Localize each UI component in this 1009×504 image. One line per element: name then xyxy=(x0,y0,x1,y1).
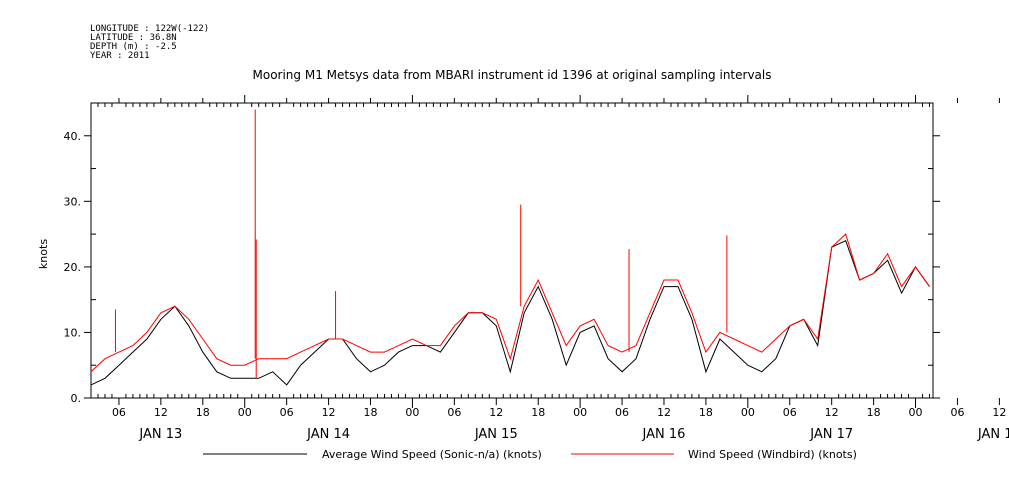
x-tick-label: 00 xyxy=(909,406,923,419)
x-tick-label: 06 xyxy=(615,406,629,419)
x-tick-label: 12 xyxy=(322,406,336,419)
meta-longitude: LONGITUDE : 122W(-122) xyxy=(90,24,209,34)
y-tick-label: 20. xyxy=(64,261,82,274)
x-tick-label: 00 xyxy=(573,406,587,419)
x-tick-label: 06 xyxy=(280,406,294,419)
x-tick-label: 12 xyxy=(825,406,839,419)
x-day-label: JAN 17 xyxy=(809,427,853,442)
series-average-wind-line xyxy=(90,240,930,386)
x-day-label: JAN 13 xyxy=(138,427,182,442)
x-tick-label: 00 xyxy=(741,406,755,419)
meta-latitude: LATITUDE : 36.8N xyxy=(90,33,177,43)
legend-label-windbird: Wind Speed (Windbird) (knots) xyxy=(688,448,857,461)
series-windbird-line xyxy=(90,233,930,373)
plot-frame xyxy=(90,102,934,399)
x-day-label: JAN 16 xyxy=(642,427,686,442)
plot-axes: 06 12 18 00 06 12 18 00 06 12 18 00 06 12 18 00 06 12 18 00… xyxy=(64,95,1009,442)
x-tick-label: 12 xyxy=(154,406,168,419)
y-tick-label: 0. xyxy=(71,392,82,405)
x-tick-label: 06 xyxy=(783,406,797,419)
x-tick-label: 06 xyxy=(447,406,461,419)
x-tick-label: 18 xyxy=(867,406,881,419)
x-day-label: JAN 18 xyxy=(977,427,1009,442)
x-tick-label: 12 xyxy=(992,406,1006,419)
x-tick-label: 06 xyxy=(112,406,126,419)
x-tick-label: 06 xyxy=(950,406,964,419)
meta-year: YEAR : 2011 xyxy=(90,51,150,61)
meta-depth: DEPTH (m) : -2.5 xyxy=(90,42,177,52)
y-tick-label: 40. xyxy=(64,130,82,143)
y-axis-label: knots xyxy=(37,239,50,269)
chart-title: Mooring M1 Metsys data from MBARI instru… xyxy=(253,68,772,82)
x-tick-label: 18 xyxy=(531,406,545,419)
x-tick-label: 00 xyxy=(405,406,419,419)
x-day-label: JAN 14 xyxy=(306,427,350,442)
x-day-label: JAN 15 xyxy=(474,427,518,442)
series-layer xyxy=(90,109,930,386)
legend: Average Wind Speed (Sonic-n/a) (knots) W… xyxy=(203,448,857,461)
legend-label-average-wind: Average Wind Speed (Sonic-n/a) (knots) xyxy=(322,448,542,461)
x-tick-label: 18 xyxy=(699,406,713,419)
x-tick-label: 18 xyxy=(196,406,210,419)
x-tick-label: 00 xyxy=(238,406,252,419)
y-tick-label: 10. xyxy=(64,326,82,339)
x-tick-label: 18 xyxy=(364,406,378,419)
x-tick-label: 12 xyxy=(657,406,671,419)
y-tick-label: 30. xyxy=(64,195,82,208)
x-tick-label: 12 xyxy=(489,406,503,419)
